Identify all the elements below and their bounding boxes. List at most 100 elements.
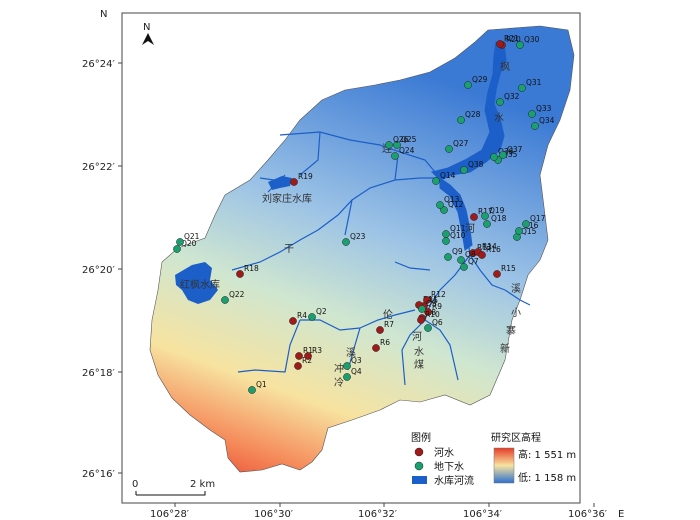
groundwater-point-label-q36: Q36 (498, 147, 514, 156)
lon-tick-4: 106°34′ (463, 509, 503, 520)
river-point-label-r18: R18 (244, 264, 259, 273)
legend-reservoir-river-symbol (412, 476, 427, 484)
groundwater-point-q19 (481, 212, 489, 220)
groundwater-point-q3 (343, 362, 351, 370)
groundwater-point-label-q15: Q15 (521, 227, 537, 236)
groundwater-sample-points: Q1Q2Q3Q4Q5Q6Q7Q8Q9Q10Q11Q12Q13Q14Q15Q16Q… (173, 35, 555, 394)
groundwater-point-q12 (440, 206, 448, 214)
river-label-mei: 煤 (414, 358, 424, 371)
river-label-gan: 干 (284, 244, 294, 255)
groundwater-point-q8 (457, 256, 465, 264)
legend: 图例 河水 地下水 水库河流 研究区高程 高: 1 551 m 低: 1 158… (411, 431, 576, 487)
groundwater-point-q25 (393, 141, 401, 149)
groundwater-point-q27 (445, 145, 453, 153)
groundwater-point-q33 (528, 110, 536, 118)
river-point-label-r19: R19 (298, 172, 313, 181)
river-point-label-r7: R7 (384, 320, 394, 329)
groundwater-point-label-q19: Q19 (489, 206, 505, 215)
groundwater-point-q20 (173, 245, 181, 253)
river-point-label-r21: R21 (504, 34, 519, 43)
lon-tick-5: 106°36′ (568, 509, 608, 520)
river-point-label-r12: R12 (431, 290, 446, 299)
liujiazhuang-reservoir (268, 176, 292, 190)
river-point-r19 (290, 178, 298, 186)
groundwater-point-q17 (522, 220, 530, 228)
river-point-r10 (417, 316, 425, 324)
elevation-high-label: 高: 1 551 m (518, 448, 576, 461)
groundwater-point-q10 (442, 237, 450, 245)
river-label-xiaoxi: 溪 (346, 347, 356, 359)
groundwater-point-label-q10: Q10 (450, 231, 466, 240)
groundwater-point-q21 (176, 238, 184, 246)
lon-tick-2: 106°30′ (254, 509, 294, 520)
groundwater-point-q38 (460, 166, 468, 174)
river-point-r12 (423, 296, 431, 304)
elevation-low-label: 低: 1 158 m (518, 471, 576, 484)
legend-groundwater-symbol (414, 461, 424, 471)
legend-reservoir-river-label: 水库河流 (434, 474, 474, 487)
groundwater-point-label-q25: Q25 (401, 135, 417, 144)
groundwater-point-label-q38: Q38 (468, 160, 484, 169)
river-sample-points: R1R2R3R4R5R6R7R8R9R10R11R12R13R14R15R16R… (236, 34, 521, 370)
river-label-lian: 连 (382, 142, 392, 155)
groundwater-point-label-q20: Q20 (181, 239, 197, 248)
river-point-r6 (372, 344, 380, 352)
river-label-chong: 冲 (334, 362, 344, 375)
groundwater-point-q34 (531, 122, 539, 130)
river-point-label-r14: R14 (482, 242, 497, 251)
groundwater-point-q29 (464, 81, 472, 89)
groundwater-point-q13 (436, 201, 444, 209)
groundwater-point-label-q18: Q18 (491, 214, 507, 223)
groundwater-point-q5 (418, 305, 426, 313)
lat-tick-3: 26°20′ (82, 265, 115, 276)
groundwater-point-label-q34: Q34 (539, 116, 555, 125)
river-point-label-r9: R9 (432, 302, 442, 311)
river-label-he: 河 (465, 223, 475, 235)
river-point-r17 (470, 213, 478, 221)
lat-tick-4: 26°18′ (82, 368, 115, 379)
groundwater-point-q30 (516, 41, 524, 49)
river-point-label-r6: R6 (380, 338, 390, 347)
groundwater-point-label-q35: Q35 (502, 150, 518, 159)
river-label-sai: 寨 (506, 324, 516, 337)
river-point-label-r1: R1 (303, 346, 313, 355)
groundwater-point-q2 (308, 313, 316, 321)
river-label-xi: 溪 (511, 283, 521, 295)
groundwater-point-label-q3: Q3 (351, 356, 362, 365)
groundwater-point-q1 (248, 386, 256, 394)
river-point-label-r10: R10 (425, 310, 440, 319)
river-label-shuiqiao: 水 (414, 346, 424, 358)
river-point-r1 (295, 352, 303, 360)
groundwater-point-label-q8: Q8 (465, 250, 476, 259)
groundwater-point-label-q14: Q14 (440, 171, 456, 180)
groundwater-point-label-q2: Q2 (316, 307, 327, 316)
legend-river-water-label: 河水 (434, 447, 454, 459)
lat-tick-1: 26°24′ (82, 59, 115, 70)
river-point-label-r2: R2 (302, 356, 312, 365)
river-point-label-r17: R17 (478, 207, 493, 216)
groundwater-point-q4 (343, 373, 351, 381)
river-point-label-r3: R3 (312, 346, 322, 355)
groundwater-point-label-q30: Q30 (524, 35, 540, 44)
river-point-label-r5: R5 (428, 296, 438, 305)
river-label-feng: 枫 (500, 60, 510, 73)
groundwater-point-label-q23: Q23 (350, 232, 366, 241)
groundwater-point-label-q13: Q13 (444, 195, 460, 204)
groundwater-point-q11 (442, 230, 450, 238)
groundwater-point-label-q16: Q16 (523, 221, 539, 230)
groundwater-point-label-q1: Q1 (256, 380, 267, 389)
river-point-label-r16: R16 (486, 245, 501, 254)
groundwater-point-q23 (342, 238, 350, 246)
groundwater-point-label-q7: Q7 (468, 257, 479, 266)
groundwater-point-label-q24: Q24 (399, 146, 415, 155)
groundwater-point-label-q37: Q37 (507, 145, 523, 154)
groundwater-point-label-q26: Q26 (393, 135, 409, 144)
liujiazhuang-reservoir-label: 刘家庄水库 (262, 192, 312, 205)
river-point-label-r13: R13 (477, 243, 492, 252)
groundwater-point-label-q4: Q4 (351, 367, 362, 376)
river-label-luohe: 河 (412, 331, 422, 343)
groundwater-point-label-q6: Q6 (432, 318, 443, 327)
hongfeng-reservoir-label: 红枫水库 (180, 278, 220, 291)
legend-groundwater-label: 地下水 (434, 460, 464, 473)
study-area-elevation (149, 25, 575, 473)
